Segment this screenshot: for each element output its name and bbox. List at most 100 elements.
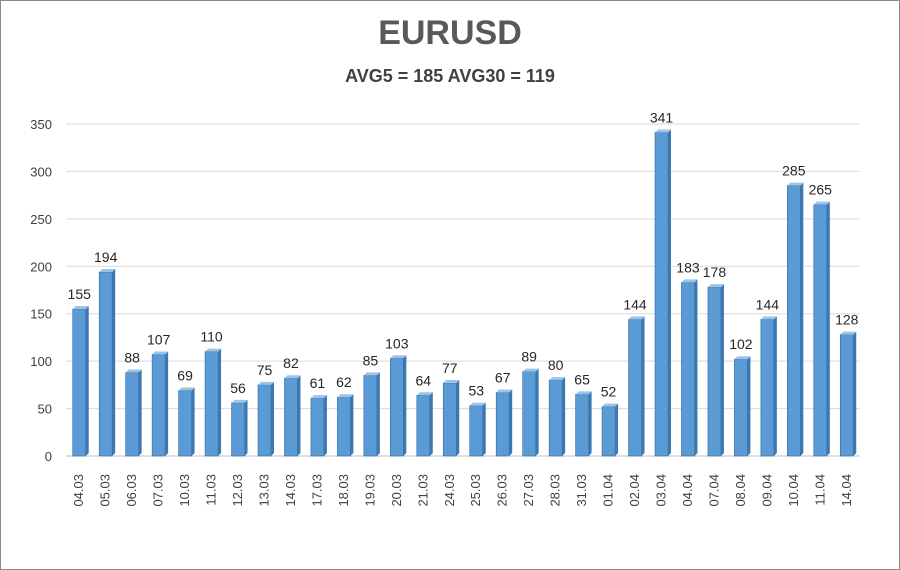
bar-side (747, 356, 751, 456)
bar-side (244, 399, 248, 456)
x-tick-label: 20.03 (389, 474, 404, 507)
bar-top (602, 403, 619, 407)
bar (310, 397, 325, 457)
bar-side (615, 403, 619, 456)
bar-top (840, 331, 857, 335)
bar-top (628, 316, 645, 320)
bar-side (376, 372, 380, 456)
bar-top (284, 375, 301, 379)
bar (628, 319, 642, 457)
bar-top (99, 268, 116, 272)
bar-top (72, 305, 89, 309)
x-tick-label: 01.04 (601, 474, 616, 507)
y-tick-label: 350 (30, 117, 52, 132)
data-label: 155 (68, 286, 92, 302)
bar-top (152, 351, 169, 355)
bar-top (178, 387, 195, 391)
x-tick-label: 06.03 (124, 474, 139, 507)
bar (813, 204, 828, 457)
data-label: 178 (703, 264, 727, 280)
gridlines (66, 123, 860, 457)
bar (178, 390, 192, 457)
bar (363, 375, 378, 457)
bar (734, 358, 748, 457)
data-label: 110 (200, 329, 223, 345)
bar (442, 382, 457, 457)
x-tick-label: 04.03 (71, 474, 86, 507)
x-tick-label: 07.03 (151, 474, 166, 507)
bars (72, 129, 857, 457)
x-tick-label: 09.04 (759, 474, 774, 507)
data-label: 103 (385, 335, 409, 351)
bar-side (853, 331, 857, 456)
y-tick-label: 250 (30, 212, 52, 227)
x-tick-label: 28.03 (548, 474, 563, 507)
data-label: 285 (782, 163, 806, 179)
bar-top (363, 372, 380, 376)
x-tick-label: 02.04 (627, 474, 642, 507)
bar-top (205, 348, 222, 352)
bar (681, 282, 695, 457)
y-tick-label: 300 (30, 164, 52, 179)
data-label: 194 (94, 249, 118, 265)
data-label: 67 (495, 369, 511, 385)
bar-side (323, 395, 327, 456)
x-tick-label: 24.03 (442, 474, 457, 507)
bar (839, 334, 854, 457)
bar-top (655, 129, 671, 133)
y-tick-label: 200 (30, 259, 52, 274)
bar (601, 406, 616, 457)
bar (760, 319, 775, 457)
x-tick-label: 27.03 (521, 474, 536, 507)
bar-top (469, 402, 486, 406)
x-axis: 04.03 05.03 06.03 07.03 10.03 11.03 12.03 13.03… (71, 474, 854, 507)
x-tick-label: 31.03 (574, 474, 589, 507)
bar (284, 377, 298, 457)
y-tick-label: 0 (45, 449, 52, 464)
bar-top (390, 355, 407, 359)
bar-side (826, 201, 830, 456)
data-label: 75 (257, 362, 273, 378)
x-tick-label: 03.04 (654, 474, 669, 507)
bar-top (231, 399, 248, 403)
bar (204, 351, 219, 457)
bar-top (681, 279, 698, 283)
bar (390, 357, 404, 457)
bar-side (482, 402, 486, 456)
x-tick-label: 18.03 (336, 474, 351, 507)
bar-side (218, 348, 222, 456)
data-label: 128 (835, 312, 859, 328)
data-label: 61 (310, 375, 326, 391)
bar-side (297, 375, 301, 456)
bar-side (165, 351, 169, 456)
bar-side (562, 377, 566, 456)
data-label: 144 (623, 296, 647, 312)
x-tick-label: 14.04 (839, 474, 854, 507)
data-label: 62 (336, 374, 352, 390)
chart-title: EURUSD (378, 14, 522, 52)
bar-side (112, 268, 116, 456)
bar-top (337, 394, 354, 398)
data-label: 77 (442, 360, 458, 376)
bar-side (641, 316, 645, 456)
y-tick-label: 100 (30, 354, 52, 369)
x-tick-label: 11.04 (812, 474, 827, 506)
data-label: 183 (676, 259, 700, 275)
bar-side (138, 369, 142, 456)
bar-side (85, 305, 89, 456)
data-label: 265 (809, 182, 833, 198)
x-tick-label: 10.03 (177, 474, 192, 507)
bar-side (668, 129, 671, 456)
data-label: 56 (230, 380, 246, 396)
bar (707, 286, 722, 457)
x-tick-label: 19.03 (362, 474, 377, 507)
bar-side (773, 316, 777, 456)
x-tick-label: 14.03 (283, 474, 298, 507)
x-tick-label: 26.03 (495, 474, 510, 507)
bar-top (760, 316, 777, 320)
bar (787, 185, 801, 457)
bar-top (125, 369, 142, 373)
bar (98, 271, 113, 457)
